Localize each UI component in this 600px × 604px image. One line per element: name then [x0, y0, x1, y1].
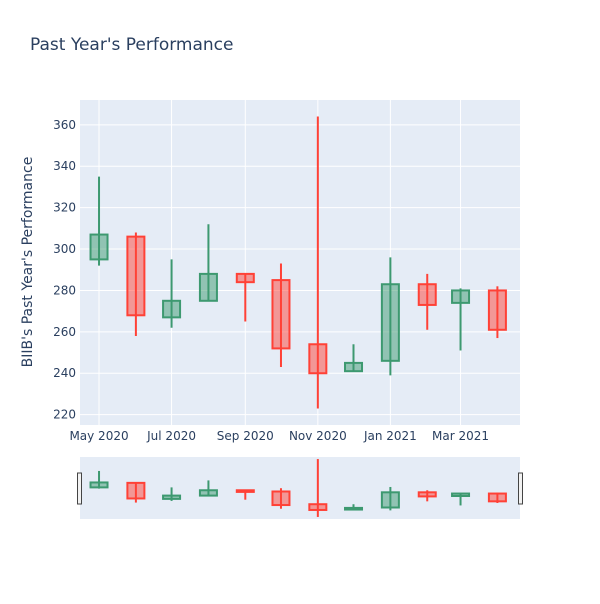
x-tick-label: Jan 2021	[363, 429, 417, 443]
candle	[89, 176, 109, 266]
y-tick-label: 260	[53, 325, 76, 339]
candle-mini	[308, 459, 328, 517]
candle-body-mini	[89, 481, 109, 489]
candle-body	[344, 361, 364, 373]
y-tick-label: 280	[53, 283, 76, 297]
x-tick-label: Jul 2020	[146, 429, 196, 443]
candle-mini	[198, 480, 218, 497]
candle	[198, 224, 218, 302]
candle-body	[198, 272, 218, 302]
candle-mini	[126, 481, 146, 503]
candle-mini	[451, 492, 471, 506]
y-tick-label: 220	[53, 408, 76, 422]
candle-body	[162, 299, 182, 319]
candle-mini	[89, 470, 109, 489]
candle	[451, 288, 471, 351]
range-slider-preview	[89, 459, 507, 517]
candle	[344, 344, 364, 373]
candle	[126, 232, 146, 336]
candle-mini	[487, 492, 507, 503]
candle-body-mini	[380, 491, 400, 509]
y-tick-label: 240	[53, 366, 76, 380]
candle-body-mini	[487, 492, 507, 503]
candle	[162, 259, 182, 328]
candle-body-mini	[235, 489, 255, 493]
candle-body	[235, 272, 255, 284]
range-slider-left-handle[interactable]	[77, 472, 82, 505]
range-slider[interactable]	[77, 457, 523, 519]
candle-body-mini	[417, 491, 437, 498]
x-tick-label: May 2020	[69, 429, 128, 443]
candle-body	[126, 235, 146, 317]
candle-mini	[235, 489, 255, 500]
candle-body	[451, 289, 471, 304]
candle	[271, 263, 291, 368]
range-slider-right-handle[interactable]	[518, 472, 523, 505]
candle-body-mini	[162, 494, 182, 500]
candle-mini	[344, 504, 364, 511]
candle-body-mini	[198, 489, 218, 497]
x-axis: May 2020 Jul 2020 Sep 2020 Nov 2020 Jan 2021…	[69, 429, 489, 443]
x-tick-label: Mar 2021	[432, 429, 489, 443]
plot-background	[80, 100, 520, 425]
candle-mini	[380, 486, 400, 511]
range-slider-background	[80, 457, 520, 519]
candle	[417, 273, 437, 330]
candle-body-mini	[451, 492, 471, 498]
candle	[487, 286, 507, 339]
candle-body	[89, 233, 109, 261]
candle-body	[380, 283, 400, 362]
candle-body	[487, 289, 507, 331]
candle-layer	[89, 116, 507, 409]
candle-mini	[162, 487, 182, 501]
x-tick-label: Nov 2020	[289, 429, 347, 443]
candle-body	[417, 283, 437, 306]
candle-mini	[271, 488, 291, 509]
y-tick-label: 340	[53, 159, 76, 173]
y-axis: 220 240 260 280 300 320 340 360	[53, 118, 76, 422]
candle-mini	[417, 490, 437, 502]
candle	[380, 257, 400, 376]
candle-body-mini	[308, 503, 328, 511]
candle-body-mini	[344, 506, 364, 511]
candle-body	[271, 279, 291, 350]
x-tick-label: Sep 2020	[217, 429, 274, 443]
candle	[235, 272, 255, 322]
y-tick-label: 300	[53, 242, 76, 256]
candle-body	[308, 343, 328, 375]
candle-body-mini	[271, 490, 291, 507]
candle	[308, 116, 328, 409]
y-tick-label: 360	[53, 118, 76, 132]
y-tick-label: 320	[53, 201, 76, 215]
y-axis-label: BIIB's Past Year's Performance	[20, 157, 36, 368]
chart-title: Past Year's Performance	[30, 35, 234, 55]
candle-body-mini	[126, 481, 146, 500]
